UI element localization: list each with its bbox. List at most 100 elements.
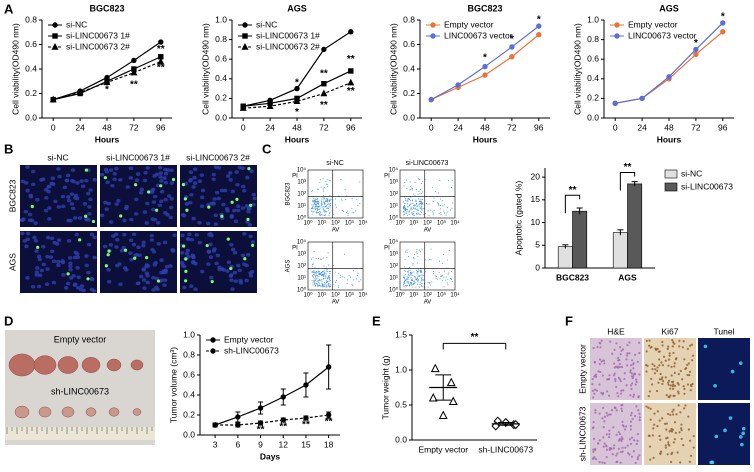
cytometry-event (406, 188, 408, 190)
cell (597, 370, 600, 373)
cytometry-event (322, 203, 324, 205)
nucleus (84, 217, 89, 222)
cell (612, 426, 615, 429)
nucleus (168, 205, 174, 210)
edu-cell (210, 279, 214, 284)
cytometry-event (335, 281, 337, 283)
cell (594, 411, 597, 414)
cytometry-event (323, 197, 325, 199)
cytometry-event (440, 276, 442, 277)
cytometry-event (445, 267, 447, 269)
cytometry-event (404, 181, 406, 183)
cytometry-event (313, 200, 315, 202)
cytometry-event (328, 282, 330, 284)
nucleus (63, 286, 69, 290)
nucleus (45, 254, 50, 259)
cytometry-event (412, 187, 414, 189)
cell (635, 378, 638, 381)
nucleus (141, 278, 147, 282)
x-axis-label: AV (424, 300, 432, 306)
y-tick-label: 10⁴ (297, 167, 307, 174)
cytometry-event (314, 203, 316, 205)
tumor (106, 358, 122, 372)
cell (666, 453, 669, 456)
cell (668, 354, 671, 357)
nucleus (157, 203, 163, 208)
cell (689, 389, 692, 392)
nucleus (49, 249, 55, 254)
cytometry-event (439, 198, 441, 200)
x-tick-label: sh-LINC00673 (478, 444, 533, 454)
x-tick-label: 10³ (345, 293, 354, 299)
nucleus (229, 215, 234, 219)
cytometry-event (313, 250, 315, 252)
cell (703, 344, 708, 349)
cell (601, 461, 604, 464)
cytometry-event (318, 200, 320, 202)
cytometry-event (328, 277, 330, 279)
significance: ** (325, 417, 333, 428)
cytometry-event (322, 274, 324, 276)
cytometry-event (311, 204, 313, 206)
cytometry-event (413, 257, 414, 259)
significance: * (721, 12, 725, 23)
edu-cell (230, 200, 234, 204)
cell (606, 378, 609, 381)
cytometry-event (315, 276, 316, 278)
cytometry-event (323, 278, 325, 280)
nucleus (114, 166, 119, 171)
y-axis-label: PI (384, 246, 390, 252)
cytometry-event (432, 271, 434, 273)
x-tick-label: 10⁴ (358, 220, 368, 227)
cytometry-event (409, 282, 411, 283)
nucleus (60, 259, 65, 263)
nucleus (21, 217, 26, 222)
cytometry-event (404, 203, 406, 204)
cytometry-event (448, 272, 450, 274)
cytometry-event (317, 188, 318, 190)
cytometry-plot (399, 241, 456, 291)
x-tick-label: 72 (129, 122, 139, 132)
cell (741, 426, 746, 431)
nucleus (157, 165, 163, 170)
x-axis-label: Hours (657, 134, 682, 144)
cytometry-event (431, 186, 433, 188)
cell (710, 460, 715, 465)
cytometry-event (328, 285, 330, 287)
cell (667, 395, 670, 398)
cytometry-event (322, 210, 324, 212)
cytometry-event (311, 271, 313, 273)
legend-label: si-LINC00673 1# (256, 30, 320, 40)
y-axis-label: PI (292, 246, 298, 252)
cytometry-event (403, 213, 405, 215)
cytometry-event (403, 283, 405, 285)
row-label: Empty vector (577, 344, 587, 394)
y-tick-label: 20 (531, 171, 541, 181)
y-tick-label: 10³ (297, 252, 306, 258)
nucleus (112, 171, 117, 176)
cytometry-event (405, 208, 407, 210)
nucleus (193, 167, 198, 172)
cytometry-event (348, 275, 350, 277)
cytometry-event (343, 210, 344, 212)
cytometry-event (410, 280, 412, 281)
cell (609, 340, 612, 343)
cytometry-event (318, 201, 320, 203)
cytometry-event (422, 203, 423, 205)
cell (623, 372, 626, 375)
cytometry-event (317, 277, 319, 279)
cytometry-event (322, 206, 324, 208)
nucleus (106, 201, 112, 206)
edu-cell (184, 269, 188, 274)
cytometry-event (408, 198, 410, 200)
nucleus (251, 202, 256, 207)
nucleus (242, 262, 247, 266)
cell (675, 413, 678, 416)
x-axis-label: Days (260, 451, 281, 461)
cell (617, 356, 620, 359)
x-tick-label: 10³ (437, 293, 446, 299)
cell (629, 420, 633, 423)
panel-label: F (565, 313, 573, 328)
nucleus (68, 264, 73, 268)
cytometry-event (353, 279, 355, 281)
